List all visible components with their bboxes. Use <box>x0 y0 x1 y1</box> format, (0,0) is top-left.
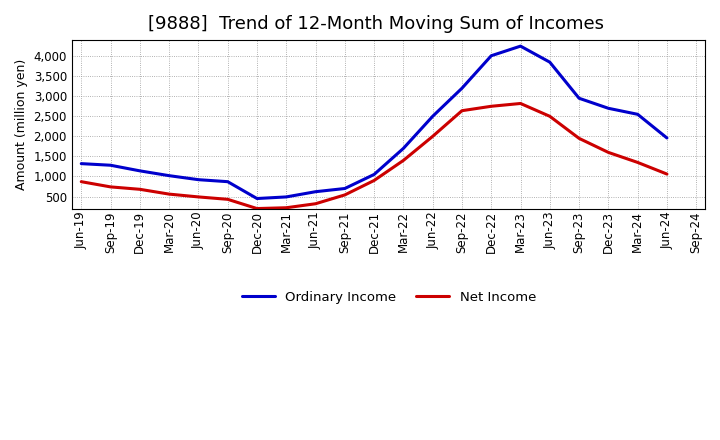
Ordinary Income <box>458 86 467 91</box>
Ordinary Income <box>311 189 320 194</box>
Net Income <box>662 172 671 177</box>
Net Income <box>135 187 144 192</box>
Net Income <box>341 192 349 198</box>
Net Income <box>282 205 291 210</box>
Net Income <box>253 206 261 211</box>
Net Income <box>575 136 583 141</box>
Net Income <box>77 179 86 184</box>
Ordinary Income <box>428 114 437 119</box>
Net Income <box>458 108 467 114</box>
Net Income <box>165 191 174 197</box>
Line: Ordinary Income: Ordinary Income <box>81 46 667 198</box>
Net Income <box>516 101 525 106</box>
Ordinary Income <box>223 179 232 184</box>
Line: Net Income: Net Income <box>81 103 667 209</box>
Net Income <box>604 150 613 155</box>
Ordinary Income <box>516 44 525 49</box>
Net Income <box>487 104 495 109</box>
Ordinary Income <box>282 194 291 200</box>
Net Income <box>634 160 642 165</box>
Ordinary Income <box>487 53 495 59</box>
Text: [9888]  Trend of 12-Month Moving Sum of Incomes: [9888] Trend of 12-Month Moving Sum of I… <box>148 15 604 33</box>
Ordinary Income <box>253 196 261 201</box>
Y-axis label: Amount (million yen): Amount (million yen) <box>15 59 28 190</box>
Ordinary Income <box>77 161 86 166</box>
Net Income <box>311 201 320 206</box>
Legend: Ordinary Income, Net Income: Ordinary Income, Net Income <box>236 286 541 309</box>
Ordinary Income <box>370 172 379 177</box>
Net Income <box>194 194 203 200</box>
Ordinary Income <box>341 186 349 191</box>
Ordinary Income <box>165 173 174 178</box>
Ordinary Income <box>575 95 583 101</box>
Ordinary Income <box>107 163 115 168</box>
Net Income <box>546 114 554 119</box>
Ordinary Income <box>194 177 203 182</box>
Net Income <box>399 158 408 163</box>
Net Income <box>223 197 232 202</box>
Ordinary Income <box>135 168 144 173</box>
Net Income <box>428 134 437 139</box>
Ordinary Income <box>634 112 642 117</box>
Net Income <box>107 184 115 190</box>
Ordinary Income <box>546 59 554 65</box>
Ordinary Income <box>604 106 613 111</box>
Ordinary Income <box>662 136 671 141</box>
Ordinary Income <box>399 146 408 151</box>
Net Income <box>370 178 379 183</box>
